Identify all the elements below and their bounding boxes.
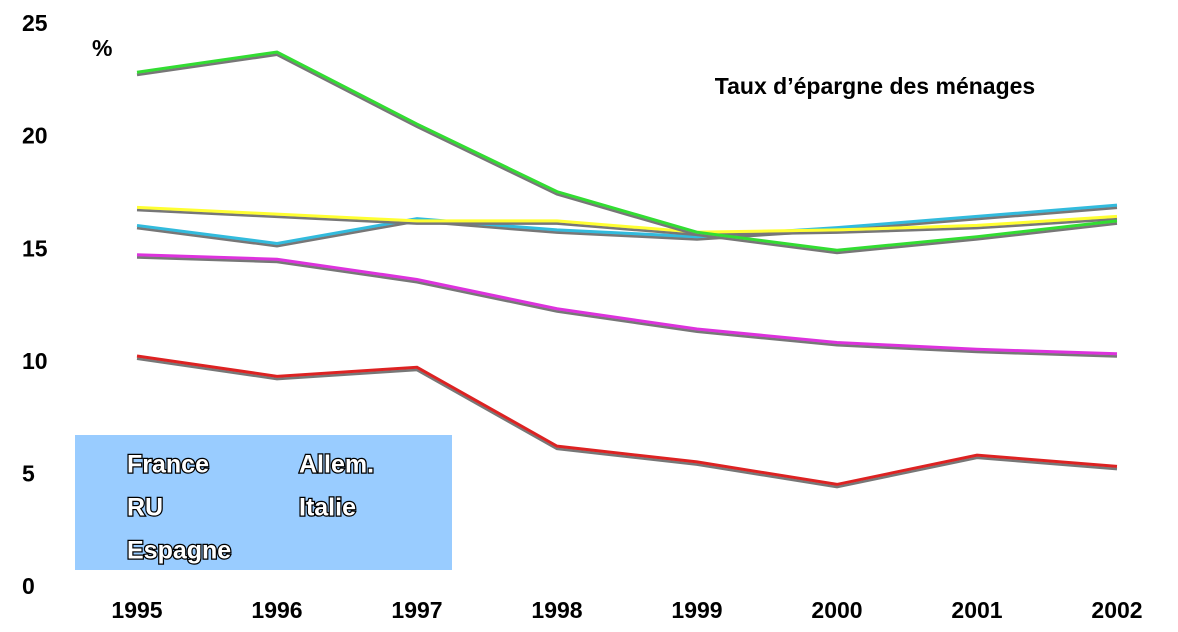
legend-label: Espagne bbox=[127, 537, 231, 565]
legend-label: Allem. bbox=[299, 451, 374, 479]
y-tick-label: 5 bbox=[22, 460, 35, 486]
legend-label: France bbox=[127, 451, 209, 479]
x-tick-label: 1999 bbox=[671, 597, 722, 623]
series-line bbox=[136, 203, 1118, 245]
x-tick-label: 1995 bbox=[111, 597, 162, 623]
x-tick-label: 1997 bbox=[391, 597, 442, 623]
y-tick-label: 15 bbox=[22, 235, 48, 261]
x-tick-label: 1996 bbox=[251, 597, 302, 623]
series-line bbox=[136, 253, 1118, 356]
series-line bbox=[136, 50, 1118, 252]
y-axis-label: % bbox=[92, 35, 112, 61]
y-tick-label: 20 bbox=[22, 123, 48, 149]
y-tick-label: 25 bbox=[22, 10, 48, 36]
x-tick-label: 2002 bbox=[1091, 597, 1142, 623]
x-tick-label: 2001 bbox=[951, 597, 1002, 623]
series-line bbox=[136, 205, 1118, 234]
chart-title: Taux d’épargne des ménages bbox=[715, 73, 1035, 99]
y-tick-label: 0 bbox=[22, 573, 35, 599]
series-line bbox=[136, 354, 1118, 486]
y-tick-label: 10 bbox=[22, 348, 48, 374]
x-tick-label: 2000 bbox=[811, 597, 862, 623]
x-tick-label: 1998 bbox=[531, 597, 582, 623]
legend-box bbox=[75, 435, 452, 570]
legend-label: RU bbox=[127, 494, 163, 522]
legend-label: Italie bbox=[299, 494, 356, 522]
